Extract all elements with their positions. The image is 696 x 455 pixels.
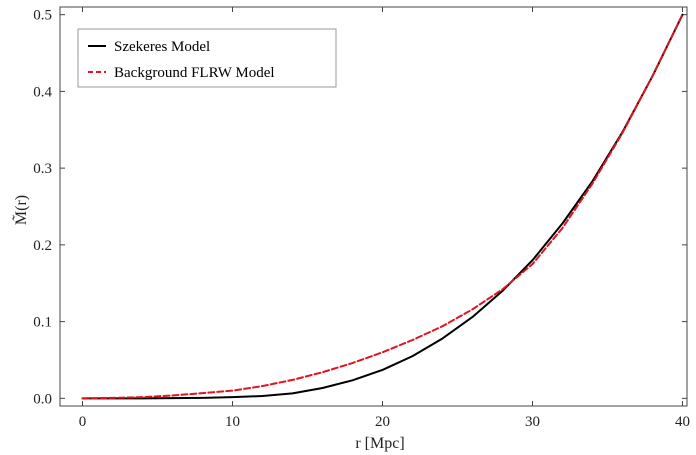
plot-frame [59, 6, 688, 407]
y-tick-label: 0.2 [33, 238, 52, 254]
y-tick-label: 0.1 [33, 315, 52, 331]
series-line-flrw [81, 13, 684, 400]
legend-box [77, 28, 337, 88]
legend-label-szekeres: Szekeres Model [114, 39, 210, 55]
y-tick-label: 0.0 [33, 391, 52, 407]
legend-label-flrw: Background FLRW Model [114, 65, 275, 81]
x-tick-label: 0 [79, 414, 87, 430]
x-axis-label: r [Mpc] [355, 435, 404, 452]
y-tick-label: 0.3 [33, 161, 52, 177]
x-tick-label: 20 [375, 414, 390, 430]
series-lines [81, 13, 684, 400]
x-tick-label: 30 [525, 414, 540, 430]
y-axis-label: M̃(r) [12, 195, 30, 225]
axis-ticks: 0 10 20 30 40 0.0 0.1 0.2 0.3 0.4 0.5 [33, 7, 690, 430]
y-tick-label: 0.5 [33, 8, 52, 24]
x-tick-label: 10 [225, 414, 240, 430]
x-tick-label: 40 [675, 414, 690, 430]
legend: Szekeres Model Background FLRW Model [77, 28, 337, 88]
series-line-szekeres [81, 13, 684, 400]
y-tick-label: 0.4 [33, 84, 52, 100]
